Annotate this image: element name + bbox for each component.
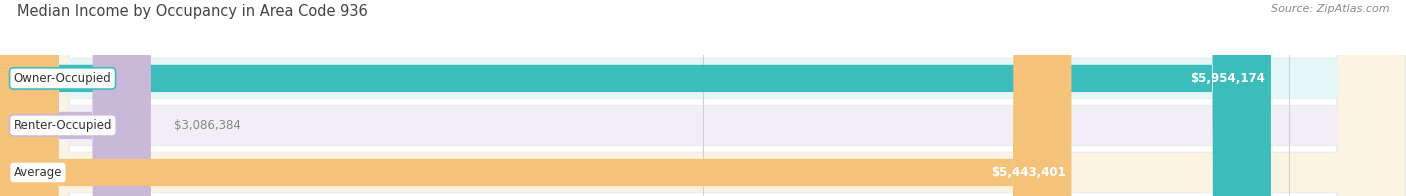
- FancyBboxPatch shape: [0, 0, 1271, 196]
- Text: $5,954,174: $5,954,174: [1191, 72, 1265, 85]
- Text: Average: Average: [14, 166, 62, 179]
- Text: Owner-Occupied: Owner-Occupied: [14, 72, 111, 85]
- Text: Renter-Occupied: Renter-Occupied: [14, 119, 112, 132]
- Text: Median Income by Occupancy in Area Code 936: Median Income by Occupancy in Area Code …: [17, 4, 367, 19]
- FancyBboxPatch shape: [0, 0, 150, 196]
- Text: $5,443,401: $5,443,401: [991, 166, 1066, 179]
- Text: $3,086,384: $3,086,384: [174, 119, 242, 132]
- FancyBboxPatch shape: [0, 0, 1071, 196]
- Text: Source: ZipAtlas.com: Source: ZipAtlas.com: [1271, 4, 1389, 14]
